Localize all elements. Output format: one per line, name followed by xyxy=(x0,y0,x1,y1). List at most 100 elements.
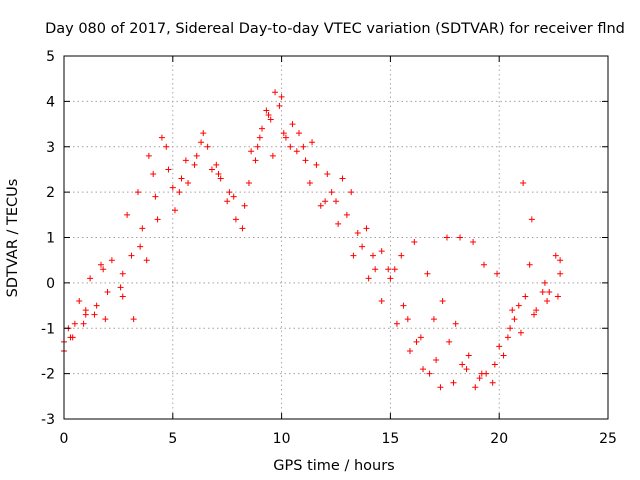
data-point xyxy=(137,243,144,250)
data-point xyxy=(104,288,111,295)
data-point xyxy=(169,184,176,191)
data-point xyxy=(80,320,87,327)
data-point xyxy=(504,334,511,341)
data-point xyxy=(378,298,385,305)
data-point xyxy=(119,270,126,277)
data-point xyxy=(457,234,464,241)
data-point xyxy=(289,121,296,128)
data-point xyxy=(359,243,366,250)
y-tick-label: -1 xyxy=(41,321,55,337)
data-point xyxy=(489,379,496,386)
data-point xyxy=(108,257,115,264)
data-point xyxy=(185,180,192,187)
data-point xyxy=(139,225,146,232)
data-point xyxy=(350,252,357,259)
data-point xyxy=(365,275,372,282)
data-point xyxy=(465,352,472,359)
data-point xyxy=(517,329,524,336)
data-point xyxy=(496,343,503,350)
data-point xyxy=(165,166,172,173)
data-point xyxy=(67,334,74,341)
data-point xyxy=(191,161,198,168)
x-tick-label: 20 xyxy=(490,431,508,447)
data-point xyxy=(515,302,522,309)
series-track-d xyxy=(67,102,561,341)
data-point xyxy=(531,311,538,318)
data-point xyxy=(494,270,501,277)
data-point xyxy=(335,220,342,227)
data-point xyxy=(252,157,259,164)
data-point xyxy=(533,307,540,314)
data-point xyxy=(437,384,444,391)
data-point xyxy=(145,152,152,159)
data-point xyxy=(406,347,413,354)
data-point xyxy=(230,193,237,200)
y-tick-label: 0 xyxy=(46,276,55,292)
data-point xyxy=(526,261,533,268)
data-point xyxy=(282,134,289,141)
data-point xyxy=(278,93,285,100)
y-tick-label: 1 xyxy=(46,231,55,247)
data-point xyxy=(248,148,255,155)
data-point xyxy=(226,189,233,196)
data-point xyxy=(200,130,207,137)
data-point xyxy=(154,216,161,223)
x-tick-label: 10 xyxy=(273,431,291,447)
data-point xyxy=(265,111,272,118)
data-point xyxy=(163,143,170,150)
data-point xyxy=(541,279,548,286)
data-point xyxy=(480,261,487,268)
data-point xyxy=(424,270,431,277)
data-point xyxy=(417,334,424,341)
data-point xyxy=(309,139,316,146)
data-point xyxy=(306,180,313,187)
data-point xyxy=(198,139,205,146)
data-point xyxy=(463,366,470,373)
data-point xyxy=(413,338,420,345)
data-point xyxy=(128,252,135,259)
data-point xyxy=(522,293,529,300)
data-point xyxy=(150,170,157,177)
data-point xyxy=(343,211,350,218)
data-point xyxy=(391,266,398,273)
data-point xyxy=(158,134,165,141)
data-point xyxy=(124,211,131,218)
data-point xyxy=(100,266,107,273)
data-point xyxy=(117,284,124,291)
series-track-c xyxy=(65,125,559,377)
y-tick-label: -3 xyxy=(41,412,55,428)
data-point xyxy=(241,202,248,209)
data-point xyxy=(82,311,89,318)
data-point xyxy=(339,175,346,182)
y-tick-label: 4 xyxy=(46,94,55,110)
data-point xyxy=(208,166,215,173)
data-point xyxy=(348,189,355,196)
data-point xyxy=(385,266,392,273)
y-tick-label: 2 xyxy=(46,185,55,201)
x-tick-label: 5 xyxy=(168,431,177,447)
data-point xyxy=(420,366,427,373)
data-point xyxy=(459,361,466,368)
data-point xyxy=(217,175,224,182)
y-axis-label: SDTVAR / TECUs xyxy=(5,179,21,298)
y-tick-label: 3 xyxy=(46,140,55,156)
data-point xyxy=(245,180,252,187)
data-point xyxy=(176,189,183,196)
data-point xyxy=(511,316,518,323)
data-point xyxy=(232,216,239,223)
data-point xyxy=(378,248,385,255)
data-point xyxy=(287,143,294,150)
data-point xyxy=(254,143,261,150)
data-point xyxy=(426,370,433,377)
data-point xyxy=(433,357,440,364)
data-point xyxy=(500,352,507,359)
data-point xyxy=(119,293,126,300)
data-point xyxy=(239,225,246,232)
data-point xyxy=(263,107,270,114)
grid xyxy=(64,56,608,419)
data-point xyxy=(450,379,457,386)
y-tick-label: -2 xyxy=(41,367,55,383)
data-point xyxy=(171,207,178,214)
data-point xyxy=(256,134,263,141)
data-point xyxy=(193,152,200,159)
